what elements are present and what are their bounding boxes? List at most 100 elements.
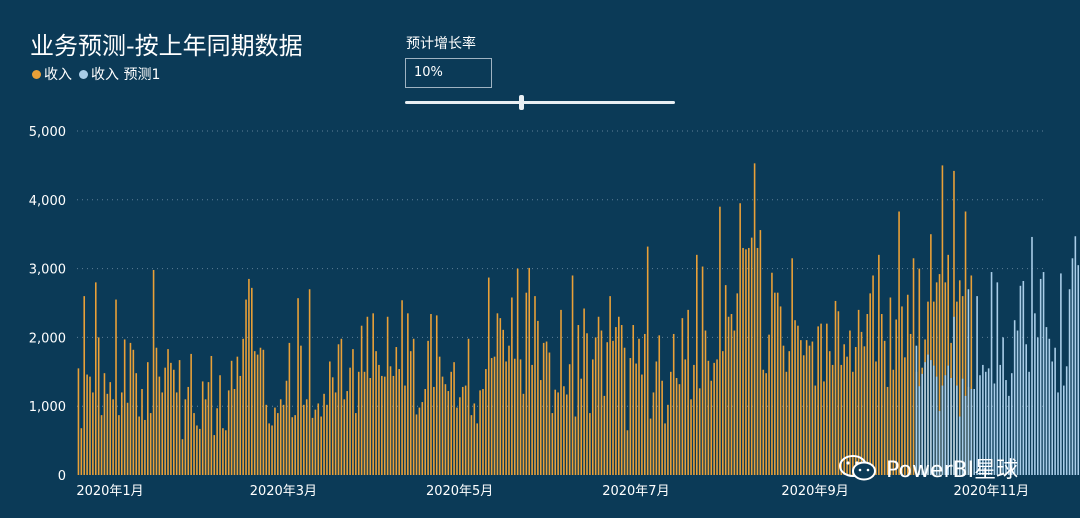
bar-forecast[interactable] bbox=[1048, 338, 1051, 475]
bar-forecast[interactable] bbox=[979, 375, 981, 475]
bar-actual[interactable] bbox=[511, 297, 513, 476]
bar-actual[interactable] bbox=[83, 296, 86, 475]
bar-actual[interactable] bbox=[774, 292, 776, 475]
bar-forecast[interactable] bbox=[964, 395, 967, 475]
bar-actual[interactable] bbox=[930, 234, 932, 475]
bar-actual[interactable] bbox=[814, 385, 817, 475]
bar-actual[interactable] bbox=[892, 369, 895, 475]
bar-actual[interactable] bbox=[678, 384, 681, 475]
legend-item-actual[interactable]: 收入 bbox=[32, 64, 72, 84]
bar-forecast[interactable] bbox=[973, 389, 975, 475]
bar-actual[interactable] bbox=[94, 282, 97, 475]
bar-forecast[interactable] bbox=[967, 289, 970, 475]
bar-actual[interactable] bbox=[346, 391, 348, 475]
bar-actual[interactable] bbox=[563, 386, 565, 475]
bar-actual[interactable] bbox=[181, 439, 184, 475]
bar-actual[interactable] bbox=[831, 364, 834, 475]
bar-actual[interactable] bbox=[615, 327, 617, 475]
bar-actual[interactable] bbox=[531, 364, 533, 475]
bar-actual[interactable] bbox=[109, 382, 112, 475]
bar-actual[interactable] bbox=[178, 360, 181, 475]
bar-forecast[interactable] bbox=[996, 282, 999, 475]
bar-actual[interactable] bbox=[210, 355, 213, 475]
bar-actual[interactable] bbox=[623, 347, 626, 475]
bar-actual[interactable] bbox=[441, 376, 444, 475]
bar-actual[interactable] bbox=[875, 361, 877, 475]
bar-actual[interactable] bbox=[424, 389, 426, 475]
bar-actual[interactable] bbox=[898, 211, 900, 476]
bar-actual[interactable] bbox=[828, 351, 831, 475]
bar-actual[interactable] bbox=[522, 393, 525, 475]
bar-actual[interactable] bbox=[753, 163, 756, 475]
bar-actual[interactable] bbox=[204, 399, 207, 475]
bar-actual[interactable] bbox=[415, 414, 418, 475]
bar-actual[interactable] bbox=[493, 356, 496, 475]
bar-actual[interactable] bbox=[941, 165, 944, 475]
bar-actual[interactable] bbox=[271, 425, 273, 475]
bar-forecast[interactable] bbox=[941, 385, 944, 475]
bar-actual[interactable] bbox=[147, 362, 149, 475]
bar-actual[interactable] bbox=[548, 352, 551, 475]
bar-actual[interactable] bbox=[103, 373, 106, 475]
bar-actual[interactable] bbox=[184, 399, 187, 475]
bar-actual[interactable] bbox=[606, 342, 609, 475]
bar-actual[interactable] bbox=[291, 417, 294, 475]
bar-actual[interactable] bbox=[817, 326, 819, 475]
bar-actual[interactable] bbox=[788, 351, 791, 475]
bar-actual[interactable] bbox=[227, 390, 230, 475]
bar-actual[interactable] bbox=[958, 280, 961, 475]
bar-actual[interactable] bbox=[638, 338, 640, 475]
bar-actual[interactable] bbox=[115, 299, 117, 475]
bar-actual[interactable] bbox=[704, 330, 707, 475]
bar-actual[interactable] bbox=[716, 359, 718, 475]
bar-actual[interactable] bbox=[970, 275, 973, 475]
bar-actual[interactable] bbox=[167, 349, 169, 475]
bar-forecast[interactable] bbox=[1005, 380, 1007, 475]
bar-forecast[interactable] bbox=[1068, 289, 1071, 475]
bar-actual[interactable] bbox=[823, 381, 825, 475]
bar-actual[interactable] bbox=[620, 325, 623, 475]
bar-forecast[interactable] bbox=[976, 296, 978, 475]
bar-actual[interactable] bbox=[542, 342, 545, 475]
bar-actual[interactable] bbox=[464, 385, 467, 475]
bar-actual[interactable] bbox=[398, 369, 400, 475]
bar-actual[interactable] bbox=[421, 402, 424, 475]
bar-actual[interactable] bbox=[539, 380, 542, 475]
bar-actual[interactable] bbox=[372, 313, 374, 475]
bar-forecast[interactable] bbox=[927, 354, 929, 475]
bar-actual[interactable] bbox=[791, 258, 793, 475]
bar-actual[interactable] bbox=[745, 249, 747, 475]
bar-actual[interactable] bbox=[748, 247, 750, 475]
bar-forecast[interactable] bbox=[1077, 265, 1080, 475]
bar-forecast[interactable] bbox=[915, 345, 918, 475]
bar-forecast[interactable] bbox=[950, 377, 952, 475]
bar-actual[interactable] bbox=[470, 415, 473, 475]
bar-forecast[interactable] bbox=[953, 316, 955, 475]
bar-actual[interactable] bbox=[802, 355, 805, 475]
bar-actual[interactable] bbox=[294, 415, 296, 475]
bar-actual[interactable] bbox=[508, 345, 510, 475]
bar-actual[interactable] bbox=[525, 292, 528, 475]
bar-actual[interactable] bbox=[560, 309, 562, 475]
bar-actual[interactable] bbox=[242, 338, 244, 475]
bar-actual[interactable] bbox=[308, 289, 311, 475]
bar-forecast[interactable] bbox=[1010, 373, 1013, 475]
bar-actual[interactable] bbox=[407, 313, 409, 475]
bar-actual[interactable] bbox=[834, 300, 837, 475]
bar-actual[interactable] bbox=[279, 399, 282, 475]
bar-actual[interactable] bbox=[571, 275, 574, 475]
bar-actual[interactable] bbox=[453, 362, 455, 475]
bar-actual[interactable] bbox=[175, 392, 178, 475]
bar-actual[interactable] bbox=[409, 351, 412, 475]
bar-actual[interactable] bbox=[629, 358, 632, 475]
bar-actual[interactable] bbox=[719, 206, 721, 475]
bar-actual[interactable] bbox=[603, 395, 606, 475]
bar-actual[interactable] bbox=[89, 376, 91, 475]
bar-actual[interactable] bbox=[872, 275, 874, 475]
bar-actual[interactable] bbox=[652, 392, 655, 475]
bar-actual[interactable] bbox=[658, 335, 661, 475]
bar-actual[interactable] bbox=[808, 345, 811, 475]
bar-actual[interactable] bbox=[857, 309, 860, 475]
bar-actual[interactable] bbox=[626, 430, 629, 475]
bar-actual[interactable] bbox=[326, 404, 328, 475]
